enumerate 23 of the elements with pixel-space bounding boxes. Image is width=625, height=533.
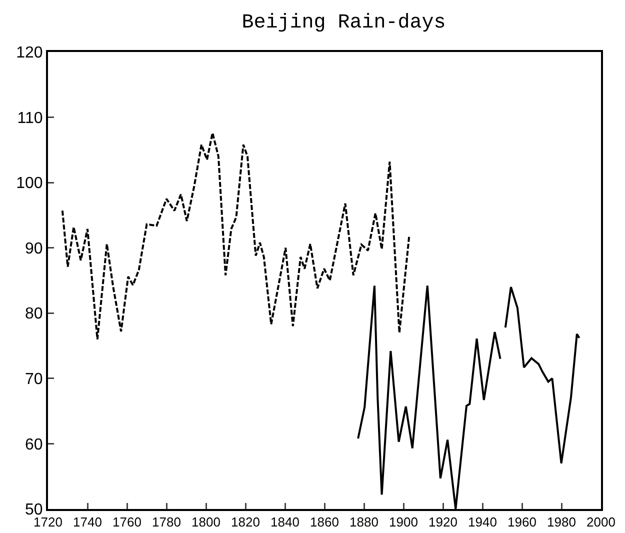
y-tick-label: 90 [25, 240, 43, 258]
x-tick-label: 1960 [508, 514, 536, 530]
x-tick-label: 1740 [73, 514, 102, 530]
y-tick-label: 80 [25, 306, 43, 323]
x-tick-label: 1800 [192, 514, 220, 530]
x-tick-label: 1760 [112, 514, 142, 530]
x-tick-label: 1900 [389, 514, 418, 530]
chart-title: Beijing Rain-days [242, 11, 446, 34]
line-series [61, 132, 410, 340]
x-tick-label: 1980 [547, 514, 576, 530]
x-tick-label: 1780 [152, 514, 181, 530]
x-tick-label: 1920 [428, 514, 458, 530]
y-tick-label: 120 [16, 44, 43, 62]
x-tick-label: 1840 [270, 514, 300, 530]
y-tick-label: 70 [25, 371, 43, 388]
y-tick-label: 60 [25, 436, 43, 454]
x-tick-label: 1940 [468, 514, 497, 530]
y-tick-label: 110 [17, 110, 43, 127]
y-tick-label: 100 [16, 175, 43, 192]
x-tick-label: 1820 [231, 514, 260, 530]
x-tick-label: 1860 [310, 514, 339, 530]
x-tick-label: 2000 [586, 514, 616, 530]
x-tick-label: 1880 [350, 514, 378, 530]
